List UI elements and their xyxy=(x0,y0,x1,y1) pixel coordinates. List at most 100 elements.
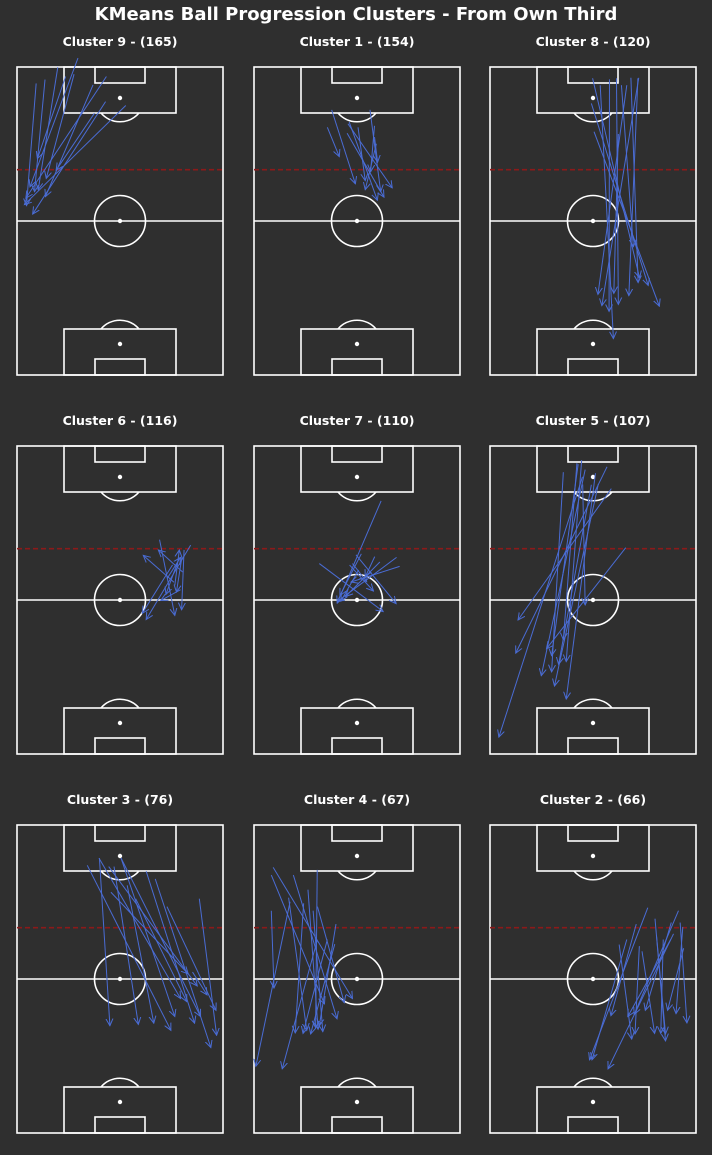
penalty-box-bottom xyxy=(300,1086,414,1134)
six-yard-box-bottom xyxy=(94,358,146,376)
progression-arrow xyxy=(641,951,655,1033)
progression-arrow xyxy=(614,133,619,293)
panel-title: Cluster 4 - (67) xyxy=(303,792,411,807)
progression-arrow xyxy=(154,878,211,1048)
pitch-panel xyxy=(253,824,461,1134)
progression-arrow xyxy=(331,109,356,184)
center-spot xyxy=(117,597,123,603)
center-spot xyxy=(590,976,596,982)
penalty-spot-top xyxy=(117,474,123,480)
penalty-box-top xyxy=(63,66,177,114)
progression-arrow xyxy=(365,556,376,577)
penalty-spot-bottom xyxy=(354,341,360,347)
penalty-arc-top xyxy=(573,491,613,502)
six-yard-box-bottom xyxy=(567,358,619,376)
penalty-spot-top xyxy=(117,853,123,859)
progression-arrow xyxy=(288,897,307,1031)
center-spot xyxy=(590,597,596,603)
progression-arrow xyxy=(38,67,59,189)
panel-title: Cluster 8 - (120) xyxy=(535,34,651,49)
penalty-box-bottom xyxy=(63,328,177,376)
six-yard-box-bottom xyxy=(94,1116,146,1134)
progression-arrow xyxy=(337,556,397,601)
progression-arrow xyxy=(598,85,628,294)
progression-arrow xyxy=(33,101,106,214)
progression-arrow xyxy=(292,874,337,1019)
progression-arrow xyxy=(143,555,175,583)
penalty-box-bottom xyxy=(536,707,650,755)
penalty-arc-top xyxy=(573,870,613,881)
center-spot xyxy=(354,976,360,982)
progression-arrow xyxy=(166,557,180,594)
progression-arrow xyxy=(679,922,687,1023)
panel-title: Cluster 5 - (107) xyxy=(535,413,651,428)
progression-arrow xyxy=(307,889,318,1030)
progression-arrow xyxy=(86,865,171,1030)
six-yard-box-bottom xyxy=(331,1116,383,1134)
progression-arrow xyxy=(516,466,608,653)
center-circle xyxy=(330,952,384,1006)
progression-arrow xyxy=(602,77,640,306)
progression-arrow xyxy=(375,137,378,162)
penalty-spot-bottom xyxy=(117,1099,123,1105)
progression-arrow xyxy=(108,866,198,986)
progression-arrow xyxy=(347,123,392,188)
progression-arrow xyxy=(120,857,175,1016)
progression-arrow xyxy=(24,105,127,205)
progression-arrow xyxy=(135,898,187,1002)
penalty-spot-top xyxy=(117,95,123,101)
progression-arrow xyxy=(630,77,638,283)
progression-arrow xyxy=(272,867,352,998)
pitch-panel xyxy=(16,824,224,1134)
progression-arrow xyxy=(326,127,339,156)
progression-arrow xyxy=(371,125,375,172)
penalty-spot-top xyxy=(590,95,596,101)
panel-title: Cluster 7 - (110) xyxy=(299,413,415,428)
progression-arrow xyxy=(45,84,94,197)
penalty-spot-bottom xyxy=(590,720,596,726)
progression-arrow xyxy=(98,857,181,998)
progression-arrow xyxy=(668,948,685,1010)
progression-arrow xyxy=(355,554,396,604)
six-yard-box-bottom xyxy=(331,737,383,755)
six-yard-box-top xyxy=(567,66,619,84)
six-yard-box-top xyxy=(94,66,146,84)
penalty-box-top xyxy=(63,445,177,493)
progression-arrow xyxy=(282,940,318,1069)
center-spot xyxy=(117,976,123,982)
progression-arrow xyxy=(35,79,46,192)
center-spot xyxy=(117,218,123,224)
penalty-box-bottom xyxy=(300,328,414,376)
progression-arrow xyxy=(319,563,383,612)
center-circle xyxy=(566,952,620,1006)
progression-arrow xyxy=(348,121,377,200)
penalty-arc-bottom xyxy=(573,698,613,709)
progression-arrow xyxy=(256,901,291,1067)
progression-arrow xyxy=(37,76,67,158)
penalty-arc-top xyxy=(100,491,140,502)
penalty-spot-top xyxy=(354,95,360,101)
progression-arrow xyxy=(98,858,110,1026)
penalty-spot-top xyxy=(354,853,360,859)
progression-arrow xyxy=(616,78,618,304)
pitch-panel xyxy=(16,57,224,376)
progression-arrow xyxy=(618,944,632,1039)
penalty-box-top xyxy=(536,445,650,493)
progression-arrow xyxy=(174,550,180,586)
six-yard-box-top xyxy=(567,824,619,842)
penalty-arc-bottom xyxy=(337,1077,377,1088)
progression-arrow xyxy=(634,910,679,1015)
center-spot xyxy=(590,218,596,224)
penalty-box-bottom xyxy=(63,1086,177,1134)
penalty-box-top xyxy=(300,66,414,114)
penalty-arc-bottom xyxy=(573,1077,613,1088)
progression-arrow xyxy=(369,109,381,192)
center-circle xyxy=(93,573,147,627)
panel-title: Cluster 3 - (76) xyxy=(66,792,174,807)
progression-arrow xyxy=(176,556,183,592)
penalty-box-top xyxy=(63,824,177,872)
progression-arrow xyxy=(198,898,216,1036)
penalty-box-bottom xyxy=(536,328,650,376)
six-yard-box-top xyxy=(331,824,383,842)
progression-arrow xyxy=(352,563,366,582)
